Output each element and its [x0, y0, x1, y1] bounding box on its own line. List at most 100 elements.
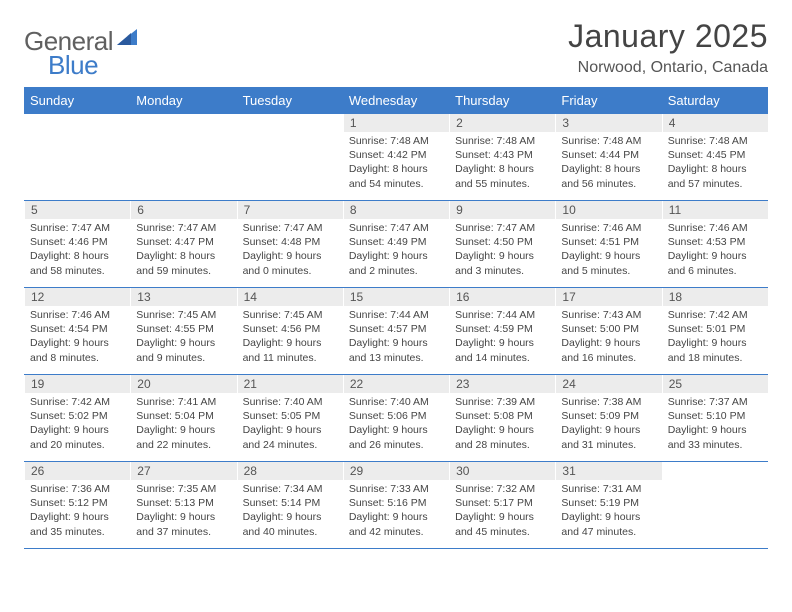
sunrise-line: Sunrise: 7:44 AM: [349, 308, 447, 322]
sunset-line: Sunset: 5:14 PM: [243, 496, 341, 510]
daylight-line: Daylight: 9 hours and 47 minutes.: [561, 510, 659, 538]
day-number: 8: [343, 201, 449, 219]
day-cell: 31Sunrise: 7:31 AMSunset: 5:19 PMDayligh…: [555, 462, 661, 548]
sunset-line: Sunset: 5:01 PM: [668, 322, 766, 336]
day-cell: 26Sunrise: 7:36 AMSunset: 5:12 PMDayligh…: [24, 462, 130, 548]
day-number: 5: [24, 201, 130, 219]
sunrise-line: Sunrise: 7:46 AM: [668, 221, 766, 235]
sunset-line: Sunset: 4:42 PM: [349, 148, 447, 162]
day-number: 30: [449, 462, 555, 480]
sunrise-line: Sunrise: 7:35 AM: [136, 482, 234, 496]
sunrise-line: Sunrise: 7:38 AM: [561, 395, 659, 409]
day-body: Sunrise: 7:45 AMSunset: 4:56 PMDaylight:…: [237, 306, 343, 369]
day-cell: [662, 462, 768, 548]
day-body: Sunrise: 7:43 AMSunset: 5:00 PMDaylight:…: [555, 306, 661, 369]
day-header-tue: Tuesday: [237, 88, 343, 114]
day-number: 19: [24, 375, 130, 393]
day-body: Sunrise: 7:47 AMSunset: 4:47 PMDaylight:…: [130, 219, 236, 282]
daylight-line: Daylight: 9 hours and 18 minutes.: [668, 336, 766, 364]
day-cell: 23Sunrise: 7:39 AMSunset: 5:08 PMDayligh…: [449, 375, 555, 461]
daylight-line: Daylight: 8 hours and 55 minutes.: [455, 162, 553, 190]
day-number: 2: [449, 114, 555, 132]
day-cell: [24, 114, 130, 200]
day-body: Sunrise: 7:48 AMSunset: 4:43 PMDaylight:…: [449, 132, 555, 195]
day-cell: 21Sunrise: 7:40 AMSunset: 5:05 PMDayligh…: [237, 375, 343, 461]
sunset-line: Sunset: 5:19 PM: [561, 496, 659, 510]
sunset-line: Sunset: 4:43 PM: [455, 148, 553, 162]
daylight-line: Daylight: 8 hours and 56 minutes.: [561, 162, 659, 190]
sunrise-line: Sunrise: 7:43 AM: [561, 308, 659, 322]
day-body: Sunrise: 7:31 AMSunset: 5:19 PMDaylight:…: [555, 480, 661, 543]
sunrise-line: Sunrise: 7:46 AM: [30, 308, 128, 322]
month-title: January 2025: [568, 18, 768, 55]
sunrise-line: Sunrise: 7:48 AM: [455, 134, 553, 148]
day-cell: 22Sunrise: 7:40 AMSunset: 5:06 PMDayligh…: [343, 375, 449, 461]
daylight-line: Daylight: 9 hours and 14 minutes.: [455, 336, 553, 364]
sunrise-line: Sunrise: 7:32 AM: [455, 482, 553, 496]
day-body: Sunrise: 7:40 AMSunset: 5:06 PMDaylight:…: [343, 393, 449, 456]
sunrise-line: Sunrise: 7:42 AM: [30, 395, 128, 409]
day-body: Sunrise: 7:44 AMSunset: 4:57 PMDaylight:…: [343, 306, 449, 369]
day-body: Sunrise: 7:47 AMSunset: 4:48 PMDaylight:…: [237, 219, 343, 282]
day-cell: 19Sunrise: 7:42 AMSunset: 5:02 PMDayligh…: [24, 375, 130, 461]
daylight-line: Daylight: 8 hours and 54 minutes.: [349, 162, 447, 190]
daylight-line: Daylight: 9 hours and 0 minutes.: [243, 249, 341, 277]
daylight-line: Daylight: 9 hours and 33 minutes.: [668, 423, 766, 451]
daylight-line: Daylight: 8 hours and 58 minutes.: [30, 249, 128, 277]
day-body: Sunrise: 7:48 AMSunset: 4:44 PMDaylight:…: [555, 132, 661, 195]
logo-text-b: Blue: [48, 50, 98, 81]
daylight-line: Daylight: 9 hours and 13 minutes.: [349, 336, 447, 364]
day-number: 10: [555, 201, 661, 219]
day-cell: 1Sunrise: 7:48 AMSunset: 4:42 PMDaylight…: [343, 114, 449, 200]
sunset-line: Sunset: 4:49 PM: [349, 235, 447, 249]
day-cell: 27Sunrise: 7:35 AMSunset: 5:13 PMDayligh…: [130, 462, 236, 548]
sunset-line: Sunset: 5:05 PM: [243, 409, 341, 423]
sunset-line: Sunset: 5:09 PM: [561, 409, 659, 423]
day-number: 31: [555, 462, 661, 480]
sunset-line: Sunset: 5:00 PM: [561, 322, 659, 336]
day-body: Sunrise: 7:33 AMSunset: 5:16 PMDaylight:…: [343, 480, 449, 543]
weeks-container: 1Sunrise: 7:48 AMSunset: 4:42 PMDaylight…: [24, 114, 768, 549]
sunset-line: Sunset: 5:13 PM: [136, 496, 234, 510]
day-number: 9: [449, 201, 555, 219]
daylight-line: Daylight: 9 hours and 37 minutes.: [136, 510, 234, 538]
day-cell: 30Sunrise: 7:32 AMSunset: 5:17 PMDayligh…: [449, 462, 555, 548]
day-body: Sunrise: 7:36 AMSunset: 5:12 PMDaylight:…: [24, 480, 130, 543]
day-body: Sunrise: 7:46 AMSunset: 4:54 PMDaylight:…: [24, 306, 130, 369]
daylight-line: Daylight: 9 hours and 16 minutes.: [561, 336, 659, 364]
sunrise-line: Sunrise: 7:45 AM: [243, 308, 341, 322]
sunrise-line: Sunrise: 7:40 AM: [349, 395, 447, 409]
day-number: 4: [662, 114, 768, 132]
day-body: Sunrise: 7:39 AMSunset: 5:08 PMDaylight:…: [449, 393, 555, 456]
day-header-row: Sunday Monday Tuesday Wednesday Thursday…: [24, 88, 768, 114]
sunrise-line: Sunrise: 7:41 AM: [136, 395, 234, 409]
daylight-line: Daylight: 9 hours and 42 minutes.: [349, 510, 447, 538]
sunrise-line: Sunrise: 7:45 AM: [136, 308, 234, 322]
day-body: Sunrise: 7:47 AMSunset: 4:49 PMDaylight:…: [343, 219, 449, 282]
day-number: 15: [343, 288, 449, 306]
day-body: Sunrise: 7:46 AMSunset: 4:51 PMDaylight:…: [555, 219, 661, 282]
day-cell: [130, 114, 236, 200]
location: Norwood, Ontario, Canada: [568, 59, 768, 77]
daylight-line: Daylight: 9 hours and 35 minutes.: [30, 510, 128, 538]
day-cell: 18Sunrise: 7:42 AMSunset: 5:01 PMDayligh…: [662, 288, 768, 374]
sunset-line: Sunset: 5:16 PM: [349, 496, 447, 510]
day-cell: 29Sunrise: 7:33 AMSunset: 5:16 PMDayligh…: [343, 462, 449, 548]
day-number: 22: [343, 375, 449, 393]
day-header-sun: Sunday: [24, 88, 130, 114]
day-body: Sunrise: 7:41 AMSunset: 5:04 PMDaylight:…: [130, 393, 236, 456]
day-number: 26: [24, 462, 130, 480]
daylight-line: Daylight: 9 hours and 5 minutes.: [561, 249, 659, 277]
day-cell: 4Sunrise: 7:48 AMSunset: 4:45 PMDaylight…: [662, 114, 768, 200]
logo-sail-icon: [115, 25, 139, 52]
sunrise-line: Sunrise: 7:34 AM: [243, 482, 341, 496]
day-number: 14: [237, 288, 343, 306]
sunset-line: Sunset: 4:48 PM: [243, 235, 341, 249]
daylight-line: Daylight: 9 hours and 45 minutes.: [455, 510, 553, 538]
daylight-line: Daylight: 9 hours and 22 minutes.: [136, 423, 234, 451]
day-header-wed: Wednesday: [343, 88, 449, 114]
day-number: 23: [449, 375, 555, 393]
sunrise-line: Sunrise: 7:40 AM: [243, 395, 341, 409]
day-body: Sunrise: 7:38 AMSunset: 5:09 PMDaylight:…: [555, 393, 661, 456]
sunrise-line: Sunrise: 7:48 AM: [668, 134, 766, 148]
